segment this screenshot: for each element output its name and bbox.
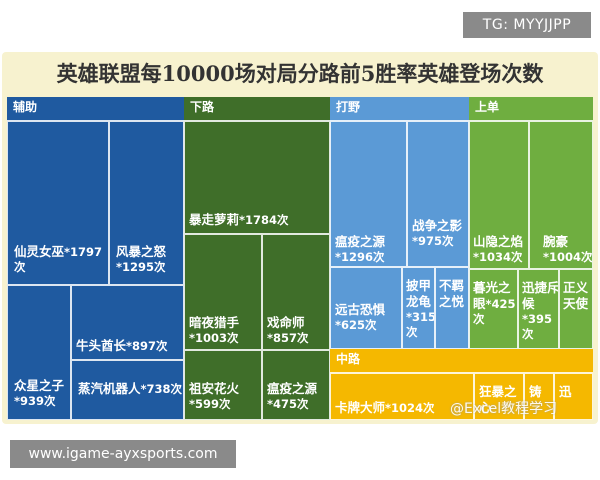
hero-name: 远古恐惧	[335, 302, 386, 317]
hero-count: *857次	[267, 331, 309, 345]
hero-count: *315次	[406, 310, 435, 339]
treemap-cell-adc-2[interactable]: 暗夜猎手*1003次	[184, 234, 262, 350]
hero-name: 牛头酋长	[76, 338, 127, 353]
hero-name: 暗夜猎手	[189, 315, 240, 330]
treemap-cell-top-5[interactable]: 正义天使	[559, 269, 593, 349]
hero-name: 戏命师	[267, 315, 305, 330]
hero-name: 仙灵女巫	[14, 244, 65, 259]
cell-label: 山隐之焰*1034次	[473, 234, 528, 265]
hero-name: 卡牌大师	[335, 400, 386, 415]
cell-label: 瘟疫之源*1296次	[335, 234, 406, 265]
hero-name: 正义天使	[563, 280, 589, 311]
cell-label: 众星之子*939次	[14, 378, 70, 409]
hero-name: 腕豪	[543, 234, 569, 249]
hero-name: 瘟疫之源	[267, 381, 318, 396]
hero-name: 风暴之怒	[116, 244, 167, 259]
hero-name: 山隐之焰	[473, 234, 524, 249]
hero-count: *1004次	[543, 250, 593, 264]
treemap-cell-adc-1[interactable]: 暴走萝莉*1784次	[184, 121, 330, 234]
cell-label: 瘟疫之源*475次	[267, 381, 329, 412]
treemap-cell-top-1[interactable]: 山隐之焰*1034次	[469, 121, 529, 269]
watermark-text: @Excel教程学习	[450, 401, 558, 417]
cell-label: 仙灵女巫*1797次	[14, 244, 108, 275]
hero-count: *1295次	[116, 260, 166, 274]
hero-count: *939次	[14, 394, 56, 408]
hero-name: 狂暴之心	[479, 384, 517, 415]
cell-label: 正义天使	[563, 280, 591, 312]
hero-name: 暴走萝莉	[189, 212, 240, 227]
cell-label: 腕豪*1004次	[543, 234, 593, 265]
cell-label: 迅捷斥候*395次	[522, 280, 559, 342]
cell-label: 卡牌大师*1024次	[335, 400, 473, 416]
hero-count: *425次	[473, 297, 516, 326]
cell-label: 风暴之怒*1295次	[116, 244, 183, 275]
hero-count: *897次	[126, 339, 168, 353]
treemap-cell-mid-3[interactable]: 铸	[524, 373, 554, 420]
hero-count: *975次	[412, 234, 454, 248]
hero-count: *625次	[335, 318, 377, 332]
treemap-cell-support-3[interactable]: 牛头酋长*897次	[71, 285, 184, 360]
hero-name: 祖安花火	[189, 381, 240, 396]
cell-label: 蒸汽机器人*738次	[78, 381, 183, 397]
hero-name: 战争之影	[412, 218, 463, 233]
treemap-cell-top-2[interactable]: 腕豪*1004次	[529, 121, 593, 269]
cell-label: 暴走萝莉*1784次	[189, 212, 329, 228]
treemap-cell-jungle-4[interactable]: 披甲龙龟*315次	[402, 267, 435, 349]
cell-label: 远古恐惧*625次	[335, 302, 401, 333]
cell-label: 战争之影*975次	[412, 218, 468, 249]
cell-label: 迅	[559, 384, 592, 400]
treemap-cell-mid-2[interactable]: 狂暴之心	[474, 373, 524, 420]
hero-name: 不羁之悦	[439, 278, 465, 309]
chart-title: 英雄联盟每10000场对局分路前5胜率英雄登场次数	[56, 61, 544, 86]
hero-count: *395次	[522, 312, 553, 341]
hero-count: *1784次	[239, 213, 289, 227]
treemap-cell-jungle-3[interactable]: 远古恐惧*625次	[330, 267, 402, 349]
hero-name: 迅捷斥候	[522, 280, 559, 311]
hero-count: *1024次	[385, 401, 435, 415]
hero-count: *1797次	[14, 245, 103, 274]
cell-label: 不羁之悦	[439, 278, 467, 310]
treemap-cell-adc-4[interactable]: 祖安花火*599次	[184, 350, 262, 420]
treemap-cell-support-1[interactable]: 仙灵女巫*1797次	[7, 121, 109, 285]
hero-count: *1296次	[335, 250, 385, 264]
cell-label: 牛头酋长*897次	[76, 338, 183, 354]
hero-name: 迅	[559, 384, 572, 399]
hero-name: 披甲龙龟	[406, 278, 432, 309]
cell-label: 戏命师*857次	[267, 315, 329, 346]
treemap-cell-support-5[interactable]: 蒸汽机器人*738次	[71, 360, 184, 420]
cell-label: 暗夜猎手*1003次	[189, 315, 261, 346]
treemap-cell-mid-1[interactable]: 卡牌大师*1024次	[330, 373, 474, 420]
cell-label: 祖安花火*599次	[189, 381, 261, 412]
treemap-cell-support-4[interactable]: 众星之子*939次	[7, 285, 71, 420]
treemap-cell-mid-4[interactable]: 迅	[554, 373, 593, 420]
channel-tag: TG: MYYJJPP	[463, 12, 591, 38]
footer-url: www.igame-ayxsports.com	[10, 440, 236, 468]
hero-name: 暮光之眼	[473, 280, 511, 311]
treemap-cell-support-2[interactable]: 风暴之怒*1295次	[109, 121, 184, 285]
hero-name: 瘟疫之源	[335, 234, 386, 249]
hero-count: *738次	[140, 382, 183, 396]
cell-label: 暮光之眼*425次	[473, 280, 517, 327]
treemap-cell-top-3[interactable]: 暮光之眼*425次	[469, 269, 518, 349]
hero-name: 铸	[529, 384, 542, 399]
treemap-cell-adc-5[interactable]: 瘟疫之源*475次	[262, 350, 330, 420]
hero-name: 蒸汽机器人	[78, 381, 141, 396]
cell-label: 狂暴之心	[479, 384, 523, 416]
treemap-cell-jungle-5[interactable]: 不羁之悦	[435, 267, 469, 349]
treemap-cell-jungle-1[interactable]: 瘟疫之源*1296次	[330, 121, 407, 267]
cell-label: 铸	[529, 384, 553, 400]
hero-count: *1034次	[473, 250, 523, 264]
cell-label: 披甲龙龟*315次	[406, 278, 434, 340]
hero-count: *1003次	[189, 331, 239, 345]
treemap-cell-jungle-2[interactable]: 战争之影*975次	[407, 121, 469, 267]
treemap-cell-top-4[interactable]: 迅捷斥候*395次	[518, 269, 559, 349]
treemap-cell-adc-3[interactable]: 戏命师*857次	[262, 234, 330, 350]
hero-count: *475次	[267, 397, 309, 411]
hero-name: 众星之子	[14, 378, 65, 393]
hero-count: *599次	[189, 397, 231, 411]
